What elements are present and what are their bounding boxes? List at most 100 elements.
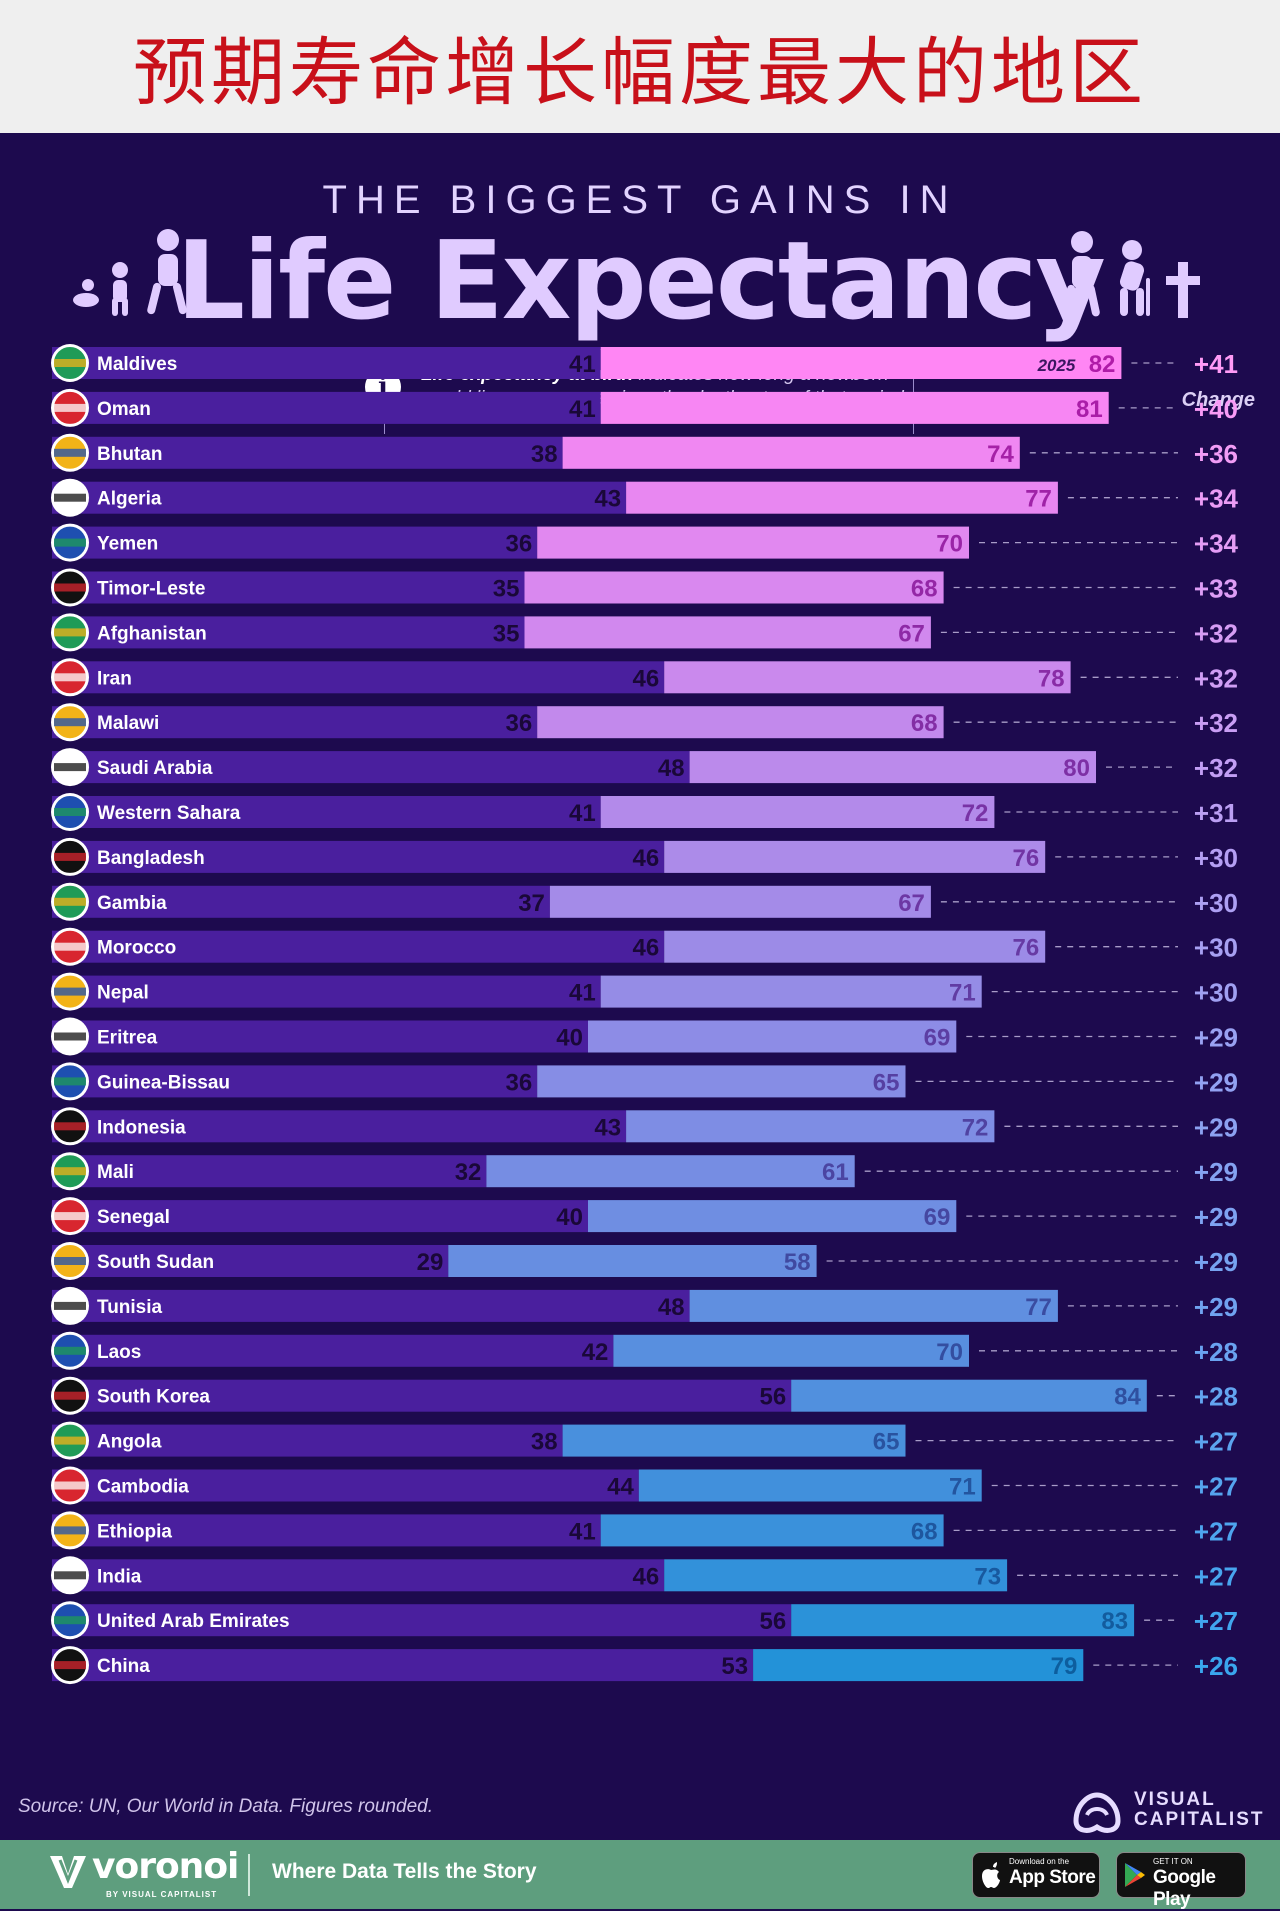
- country-label: Maldives: [97, 354, 177, 375]
- chart-row: Ethiopia 41 68 +27: [51, 1511, 1238, 1550]
- start-value-label: 46: [632, 935, 659, 962]
- end-bar: [588, 1020, 957, 1053]
- flag-icon-stripe: [54, 1346, 86, 1355]
- end-bar: [562, 436, 1020, 469]
- end-bar: [537, 526, 969, 559]
- end-value-label: 61: [822, 1159, 849, 1186]
- start-value-label: 41: [569, 396, 596, 423]
- chart-row: United Arab Emirates 56 83 +27: [51, 1601, 1238, 1640]
- app-store-label: App Store: [1009, 1867, 1096, 1888]
- end-value-label: 78: [1038, 665, 1065, 692]
- flag-icon-stripe: [54, 1571, 86, 1580]
- app-store-small-text: Download on the: [1009, 1857, 1070, 1866]
- start-value-label: 42: [582, 1339, 609, 1366]
- life-stages-right-icon: [1062, 231, 1200, 318]
- change-value: +30: [1194, 933, 1238, 963]
- start-bar: [52, 1020, 588, 1053]
- change-value: +32: [1194, 753, 1238, 783]
- start-value-label: 56: [759, 1384, 786, 1411]
- chart-row: Tunisia 48 77 +29: [51, 1286, 1238, 1325]
- country-label: United Arab Emirates: [97, 1611, 290, 1632]
- country-label: Tunisia: [97, 1297, 163, 1318]
- change-value: +30: [1194, 843, 1238, 873]
- start-value-label: 41: [569, 980, 596, 1007]
- end-bar: [626, 1110, 995, 1143]
- chart-row: Algeria 43 77 +34: [51, 478, 1239, 517]
- end-value-label: 70: [936, 1339, 963, 1366]
- chart-row: Angola 38 65 +27: [51, 1421, 1238, 1460]
- country-label: South Sudan: [97, 1252, 214, 1273]
- change-value: +34: [1194, 484, 1239, 514]
- start-bar: [52, 347, 601, 379]
- start-bar: [52, 1514, 601, 1547]
- start-value-label: 41: [569, 1518, 596, 1545]
- google-play-label: Google Play: [1153, 1867, 1216, 1910]
- end-value-label: 71: [949, 1474, 976, 1501]
- end-value-label: 72: [962, 800, 989, 827]
- chart-row: Oman 41 81 +40: [51, 388, 1238, 427]
- country-label: Indonesia: [97, 1117, 186, 1138]
- change-value: +29: [1194, 1157, 1238, 1187]
- chart-row: Laos 42 70 +28: [51, 1331, 1238, 1370]
- change-value: +30: [1194, 978, 1238, 1008]
- change-value: +36: [1194, 439, 1238, 469]
- start-value-label: 36: [505, 710, 532, 737]
- end-bar: [524, 616, 931, 649]
- change-value: +27: [1194, 1606, 1238, 1636]
- flag-icon-stripe: [54, 1391, 86, 1400]
- footer-bar: voronoi BY VISUAL CAPITALIST Where Data …: [0, 1840, 1280, 1910]
- change-value: +27: [1194, 1516, 1238, 1546]
- country-label: Iran: [97, 668, 132, 689]
- chart-row: Bangladesh 46 76 +30: [51, 837, 1238, 876]
- flag-icon-stripe: [54, 852, 86, 861]
- flag-icon-stripe: [54, 493, 86, 502]
- change-value: +30: [1194, 888, 1238, 918]
- google-play-icon: [1125, 1863, 1145, 1887]
- infographic-panel: THE BIGGEST GAINS IN Life Expectancy i L…: [0, 133, 1280, 1840]
- country-label: Guinea-Bissau: [97, 1072, 230, 1093]
- start-bar: [52, 1245, 449, 1277]
- end-value-label: 74: [987, 441, 1014, 468]
- google-play-button[interactable]: GET IT ON Google Play: [1116, 1852, 1246, 1910]
- country-label: Nepal: [97, 983, 149, 1004]
- end-bar: [664, 840, 1046, 873]
- end-bar: [600, 1514, 944, 1547]
- change-value: +34: [1194, 529, 1239, 559]
- voronoi-wordmark[interactable]: voronoi: [92, 1846, 239, 1887]
- chart-row: Guinea-Bissau 36 65 +29: [51, 1062, 1238, 1101]
- change-value: +29: [1194, 1202, 1238, 1232]
- end-value-label: 80: [1063, 755, 1090, 782]
- start-value-label: 48: [658, 1294, 685, 1321]
- start-value-label: 46: [632, 845, 659, 872]
- start-value-label: 46: [632, 665, 659, 692]
- start-value-label: 40: [556, 1204, 583, 1231]
- start-bar: [52, 1155, 487, 1188]
- end-bar: [486, 1155, 855, 1188]
- end-value-label: 84: [1114, 1384, 1141, 1411]
- flag-icon-stripe: [54, 987, 86, 996]
- change-value: +40: [1194, 394, 1238, 424]
- end-bar: [549, 885, 931, 918]
- chinese-title-banner: 预期寿命增长幅度最大的地区: [0, 0, 1280, 133]
- end-value-label: 65: [873, 1069, 900, 1096]
- end-value-label: 79: [1051, 1653, 1078, 1680]
- google-play-small-text: GET IT ON: [1153, 1857, 1193, 1866]
- chart-row: South Sudan 29 58 +29: [51, 1242, 1238, 1280]
- start-value-label: 36: [505, 1069, 532, 1096]
- flag-icon-stripe: [54, 628, 86, 637]
- visual-capitalist-mark-icon: [1073, 1792, 1121, 1833]
- end-value-label: 67: [898, 620, 925, 647]
- end-bar: [600, 347, 1122, 379]
- app-store-button[interactable]: Download on the App Store: [972, 1852, 1100, 1898]
- flag-icon-stripe: [54, 673, 86, 682]
- voronoi-byline: BY VISUAL CAPITALIST: [106, 1890, 218, 1899]
- start-bar: [52, 436, 563, 469]
- start-bar: [52, 1559, 665, 1592]
- country-label: Bangladesh: [97, 848, 205, 869]
- start-value-label: 48: [658, 755, 685, 782]
- country-label: Senegal: [97, 1207, 170, 1228]
- end-bar: [791, 1379, 1147, 1412]
- end-value-label: 69: [924, 1025, 951, 1052]
- footer-divider: [248, 1854, 250, 1896]
- change-value: +27: [1194, 1472, 1238, 1502]
